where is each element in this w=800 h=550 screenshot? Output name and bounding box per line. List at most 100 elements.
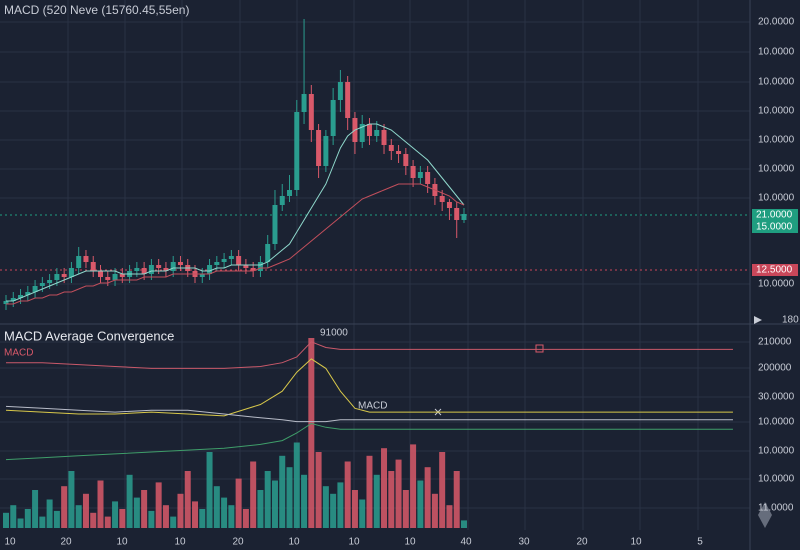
candle-body	[323, 136, 329, 166]
volume-bar	[417, 480, 424, 528]
candle-body	[439, 196, 445, 202]
volume-bar	[337, 482, 344, 528]
candle-body	[359, 124, 365, 142]
y-tick-label: 10.0000	[758, 279, 795, 290]
volume-bar	[395, 459, 402, 528]
scroll-arrow[interactable]	[754, 316, 762, 324]
macd-line	[5, 422, 733, 461]
candle-body	[410, 166, 416, 178]
volume-bar	[133, 497, 140, 528]
candle-body	[461, 214, 467, 220]
volume-bar	[17, 518, 24, 528]
volume-bar	[61, 486, 68, 528]
candle-body	[396, 151, 402, 154]
candle-body	[279, 196, 285, 205]
y-tick-label: 10.0000	[758, 77, 795, 88]
volume-bar	[286, 467, 293, 528]
volume-bar	[322, 486, 329, 528]
volume-bar	[257, 490, 264, 528]
candle-body	[228, 256, 234, 259]
candle-body	[61, 274, 67, 277]
candle-body	[76, 256, 82, 268]
volume-bar	[344, 461, 351, 528]
volume-bar	[330, 493, 337, 528]
volume-bar	[264, 471, 271, 528]
price-badge-label: 15.0000	[756, 222, 793, 233]
y-tick-label: 10.0000	[758, 474, 795, 485]
volume-bar	[446, 505, 453, 528]
corner-label: 180	[782, 315, 799, 326]
candle-body	[25, 292, 31, 295]
annotation: 91000	[320, 328, 348, 339]
volume-bar	[279, 455, 286, 528]
volume-bar	[410, 444, 417, 528]
candle-body	[18, 295, 24, 298]
volume-bar	[381, 448, 388, 528]
volume-bar	[192, 501, 199, 528]
candle-body	[301, 94, 307, 112]
candle-body	[257, 262, 263, 271]
x-tick-label: 10	[4, 537, 16, 548]
volume-bar	[141, 490, 148, 528]
candle-body	[134, 268, 140, 271]
volume-bar	[97, 480, 104, 528]
candle-body	[214, 262, 220, 265]
chart-title: MACD (520 Neve (15760.45,55en)	[4, 3, 189, 17]
y-tick-label: 210000	[758, 337, 792, 348]
candle-body	[403, 154, 409, 166]
y-tick-label: 10.0000	[758, 106, 795, 117]
volume-bar	[3, 512, 9, 528]
candle-body	[381, 130, 387, 145]
volume-bar	[460, 520, 467, 528]
volume-bar	[46, 499, 53, 528]
volume-bar	[366, 455, 373, 528]
candle-body	[68, 268, 74, 277]
volume-bar	[184, 471, 191, 528]
volume-bar	[308, 338, 315, 528]
volume-bar	[170, 516, 177, 528]
volume-bar	[199, 509, 206, 528]
y-tick-label: 20.0000	[758, 17, 795, 28]
candle-body	[243, 265, 249, 268]
volume-bar	[206, 452, 213, 528]
candle-body	[308, 94, 314, 130]
candle-body	[265, 244, 271, 262]
x-tick-label: 20	[232, 537, 244, 548]
candle-body	[39, 283, 45, 286]
candle-body	[3, 301, 9, 304]
annotation: MACD	[358, 401, 387, 412]
candle-body	[83, 256, 89, 262]
candle-body	[47, 280, 53, 283]
candle-body	[177, 262, 183, 265]
y-tick-label: 10.0000	[758, 164, 795, 175]
candle-body	[199, 274, 205, 277]
volume-bar	[32, 490, 39, 528]
candle-body	[417, 172, 423, 178]
candle-body	[388, 145, 394, 151]
volume-bar	[271, 480, 278, 528]
candle-body	[119, 274, 125, 277]
x-tick-label: 20	[60, 537, 72, 548]
candle-body	[141, 268, 147, 274]
y-tick-label: 10.0000	[758, 446, 795, 457]
volume-bar	[359, 499, 366, 528]
candle-body	[90, 262, 96, 271]
x-tick-label: 10	[288, 537, 300, 548]
candle-body	[163, 268, 169, 271]
y-tick-label: 30.0000	[758, 392, 795, 403]
volume-bar	[75, 505, 82, 528]
price-badge	[752, 221, 798, 233]
candle-body	[294, 112, 300, 190]
volume-bar	[235, 478, 242, 528]
candle-body	[272, 205, 278, 244]
x-tick-label: 30	[518, 537, 530, 548]
x-tick-label: 10	[174, 537, 186, 548]
volume-bar	[148, 510, 155, 528]
volume-bar	[424, 467, 431, 528]
volume-bar	[24, 509, 31, 528]
volume-bar	[162, 505, 169, 528]
volume-bar	[453, 471, 460, 528]
volume-bar	[315, 452, 322, 528]
candle-body	[207, 265, 213, 274]
candle-body	[446, 202, 452, 208]
